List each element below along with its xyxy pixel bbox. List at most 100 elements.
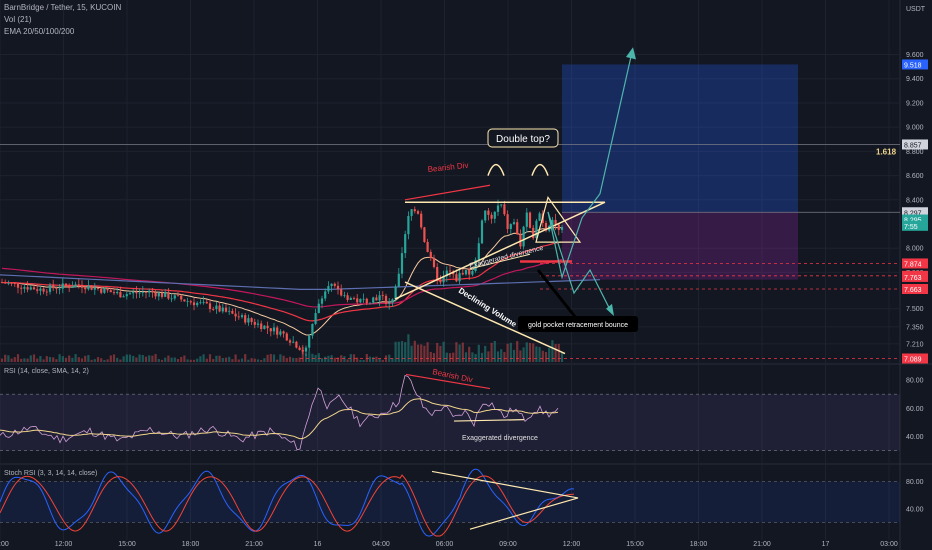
candle-body — [477, 243, 480, 260]
candle-body — [228, 310, 231, 312]
candle-body — [84, 287, 87, 290]
volume-bar — [372, 357, 375, 362]
price-label-bg — [902, 220, 928, 231]
long-position-tool[interactable] — [562, 64, 900, 280]
candle-body — [362, 298, 365, 300]
ema-20 — [1, 226, 563, 336]
price-label: 7.663 — [904, 287, 922, 294]
volume-bar — [381, 359, 384, 362]
volume-bar — [260, 359, 263, 362]
candle-body — [250, 318, 253, 322]
volume-bar — [263, 358, 266, 362]
candle-body — [68, 285, 71, 288]
volume-bar — [288, 356, 292, 362]
stoch-wedge — [431, 470, 579, 530]
volume-bar — [125, 354, 128, 362]
candle-body — [58, 288, 61, 290]
candle-body — [196, 302, 199, 306]
time-tick: 15:00 — [626, 541, 644, 548]
candle-body — [378, 295, 381, 301]
candle-body — [292, 341, 295, 343]
candle-body — [509, 224, 512, 229]
volume-bar — [186, 359, 189, 362]
volume-bar — [26, 358, 29, 362]
candle-body — [221, 307, 224, 312]
candle-body — [407, 215, 410, 235]
volume-bar — [228, 356, 231, 362]
candle-body — [173, 295, 176, 299]
candle-body — [100, 288, 103, 293]
volume-bar — [176, 359, 180, 362]
currency-label: USDT — [906, 6, 926, 13]
candle-body — [202, 301, 205, 303]
volume-bar — [173, 357, 176, 362]
volume-bar — [106, 359, 109, 362]
candle-body — [13, 283, 16, 284]
volume-bar — [336, 357, 340, 362]
candle-body — [381, 295, 384, 297]
candle-body — [528, 212, 532, 228]
candle-body — [506, 214, 509, 229]
candle-body — [413, 209, 416, 212]
candle-body — [311, 323, 314, 336]
volume-bar — [148, 355, 151, 362]
volume-bar — [356, 357, 359, 362]
volume-bar — [311, 353, 314, 362]
time-axis[interactable]: 09:00 12:00 15:00 18:00 21:00 16 04:00 06:00 09:… — [0, 541, 898, 548]
candle-body — [141, 292, 144, 293]
volume-bar — [317, 353, 320, 362]
candle-body — [183, 299, 186, 302]
price-axis[interactable]: 9.600 9.400 9.200 9.000 8.800 8.600 8.400 8.000… — [902, 52, 928, 513]
candle-body — [295, 341, 298, 348]
bearish-projection — [547, 211, 613, 314]
fib-label: 1.618 — [876, 147, 897, 156]
candle-body — [138, 292, 141, 294]
candle-body — [359, 298, 362, 303]
volume-bar — [199, 356, 202, 362]
time-tick: 21:00 — [245, 541, 263, 548]
volume-bar — [132, 355, 135, 362]
volume-bars — [0, 334, 564, 362]
volume-bar — [410, 345, 413, 362]
candle-body — [340, 289, 343, 296]
candle-body — [231, 310, 234, 314]
double-top-box — [487, 128, 559, 148]
volume-bar — [429, 351, 432, 362]
volume-bar — [90, 359, 93, 362]
volume-bar — [554, 344, 557, 362]
top-arc — [487, 163, 505, 176]
volume-bar — [420, 344, 423, 362]
candle-body — [253, 321, 256, 325]
symbol-title[interactable]: BarnBridge / Tether, 15, KUCOIN — [4, 3, 122, 12]
volume-bar — [151, 355, 154, 362]
volume-bar — [135, 357, 138, 362]
volume-bar — [362, 359, 365, 362]
volume-bar — [394, 341, 397, 362]
volume-bar — [426, 342, 429, 362]
volume-bar — [522, 347, 525, 362]
callout-box — [518, 316, 638, 332]
volume-bar — [144, 356, 148, 362]
volume-bar — [480, 352, 484, 362]
candle-body — [525, 212, 528, 227]
price-tick: 8.000 — [906, 246, 924, 253]
volume-bar — [560, 352, 564, 362]
volume-bar — [154, 354, 157, 362]
time-tick: 17 — [822, 541, 830, 548]
ema-indicator-label[interactable]: EMA 20/50/100/200 — [4, 27, 75, 36]
candle-body — [260, 323, 263, 330]
candle-body — [461, 273, 464, 275]
declining-volume-label: Declining Volume — [457, 286, 519, 329]
volume-bar — [484, 345, 487, 362]
volume-bar — [250, 358, 253, 362]
volume-bar — [320, 358, 324, 362]
volume-bar — [432, 353, 436, 362]
time-tick: 12:00 — [55, 541, 73, 548]
candle-body — [244, 315, 247, 323]
volume-indicator-label[interactable]: Vol (21) — [4, 15, 32, 24]
rsi-band — [0, 394, 900, 451]
candle-body — [103, 288, 106, 293]
candle-body — [352, 297, 356, 299]
